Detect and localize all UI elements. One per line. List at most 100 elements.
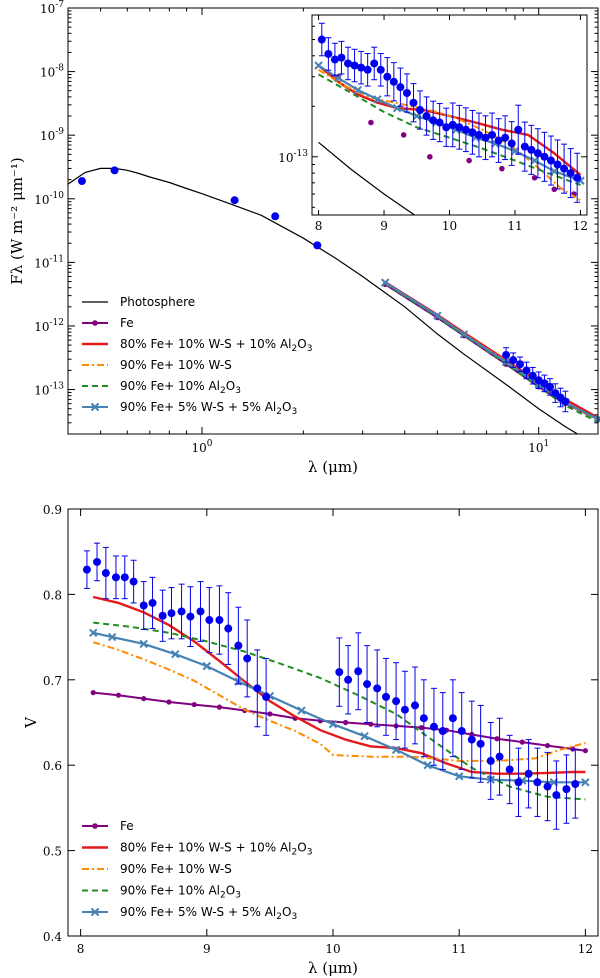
data-point — [566, 169, 575, 178]
data-point — [262, 692, 271, 701]
y-tick-label: 10-13 — [34, 382, 64, 398]
data-point — [324, 49, 333, 58]
data-point — [224, 624, 233, 633]
y-tick-label: 0.9 — [43, 503, 62, 517]
data-point — [392, 697, 401, 706]
mix-x-marker — [530, 156, 539, 165]
data-point — [435, 118, 444, 127]
mix-x-marker — [139, 639, 148, 649]
data-point — [562, 785, 571, 794]
data-point — [573, 173, 582, 182]
mix-x-marker — [373, 95, 382, 104]
series-line-4 — [318, 73, 581, 186]
visibility-panel: 0.4 0.5 0.6 0.7 0.8 0.9 8 9 10 11 12 λ (μm) V Fe 80% F… — [22, 503, 599, 977]
fe-marker — [494, 736, 500, 742]
mix-x-marker — [459, 330, 469, 339]
mix-x-marker — [328, 720, 338, 729]
y-tick-label: 10-9 — [40, 127, 64, 143]
data-point — [461, 125, 470, 134]
data-point — [509, 356, 518, 365]
legend-label-3: 90% Fe+ 10% Al2O3 — [120, 884, 241, 901]
data-point — [363, 680, 372, 689]
mix-x-marker — [107, 632, 117, 642]
photometry-point — [230, 196, 239, 205]
inset-fe-point — [466, 157, 472, 164]
data-point — [527, 145, 536, 154]
series-line-0 — [68, 167, 579, 434]
data-point — [516, 360, 525, 369]
mix-x-marker — [454, 772, 464, 781]
legend-label-0: Photosphere — [120, 295, 195, 309]
data-point — [520, 142, 529, 151]
series-line-3 — [317, 68, 582, 202]
fe-marker — [90, 690, 96, 696]
data-point — [561, 397, 570, 406]
data-point — [111, 573, 120, 582]
data-point — [337, 53, 346, 62]
x-tick-label: 11 — [452, 942, 467, 956]
data-point — [411, 701, 420, 710]
data-point — [234, 641, 243, 650]
mix-x-marker — [202, 661, 212, 671]
photometry-point — [77, 177, 86, 186]
fe-marker — [166, 699, 172, 705]
data-point — [253, 684, 262, 693]
legend-marker — [92, 320, 98, 326]
data-point — [317, 35, 326, 44]
data-point — [488, 130, 497, 139]
y-tick-label: 10-11 — [34, 254, 64, 270]
data-point — [546, 156, 555, 165]
data-point — [501, 133, 510, 142]
inset-x-tick-label: 11 — [507, 219, 522, 233]
fe-marker — [191, 701, 197, 708]
inset-fe-point — [531, 174, 538, 181]
mix-x-marker — [510, 146, 520, 156]
mix-x-marker — [360, 731, 369, 741]
x-tick-label: 8 — [77, 942, 85, 956]
fe-marker — [216, 704, 223, 710]
inset-x-tick-label: 9 — [380, 219, 388, 233]
mix-x-marker — [353, 85, 363, 95]
data-point — [196, 607, 205, 616]
sed-inset-panel: 8 9 10 11 12 10-13 — [278, 14, 588, 233]
data-point — [177, 607, 186, 616]
data-point — [495, 752, 504, 761]
photometry-point — [313, 241, 322, 250]
data-point — [457, 727, 466, 736]
photometry-point — [271, 212, 280, 221]
legend-marker — [90, 907, 100, 917]
y-tick-label: 0.5 — [43, 845, 62, 859]
y-axis-label: V — [22, 716, 40, 729]
data-point — [215, 616, 224, 625]
fe-marker — [115, 692, 122, 698]
data-point — [481, 133, 490, 142]
data-point — [383, 72, 392, 81]
data-point — [507, 139, 516, 148]
data-point — [330, 55, 339, 64]
data-point — [467, 735, 476, 744]
inset-fe-point — [400, 132, 407, 138]
inset-x-tick-label: 8 — [315, 219, 323, 233]
data-point — [344, 675, 353, 684]
fe-marker — [141, 695, 147, 702]
x-tick-label: 10 — [325, 942, 340, 956]
series-line-1 — [92, 595, 586, 775]
data-point — [370, 59, 379, 68]
data-point — [373, 684, 382, 693]
data-point — [243, 654, 252, 663]
data-point — [522, 366, 531, 375]
x-tick-label: 101 — [528, 439, 549, 455]
data-point — [448, 120, 457, 129]
fe-marker — [519, 739, 525, 745]
mix-x-marker — [391, 745, 401, 755]
data-point — [571, 779, 580, 788]
data-point — [429, 722, 438, 731]
y-tick-label: 0.7 — [43, 674, 62, 688]
data-point — [545, 382, 554, 391]
data-point — [186, 612, 195, 621]
x-axis-label: λ (μm) — [308, 959, 358, 977]
y-tick-label: 10-12 — [34, 318, 64, 334]
data-point — [93, 557, 102, 566]
mix-x-marker — [423, 760, 432, 770]
legend-marker — [92, 823, 98, 829]
